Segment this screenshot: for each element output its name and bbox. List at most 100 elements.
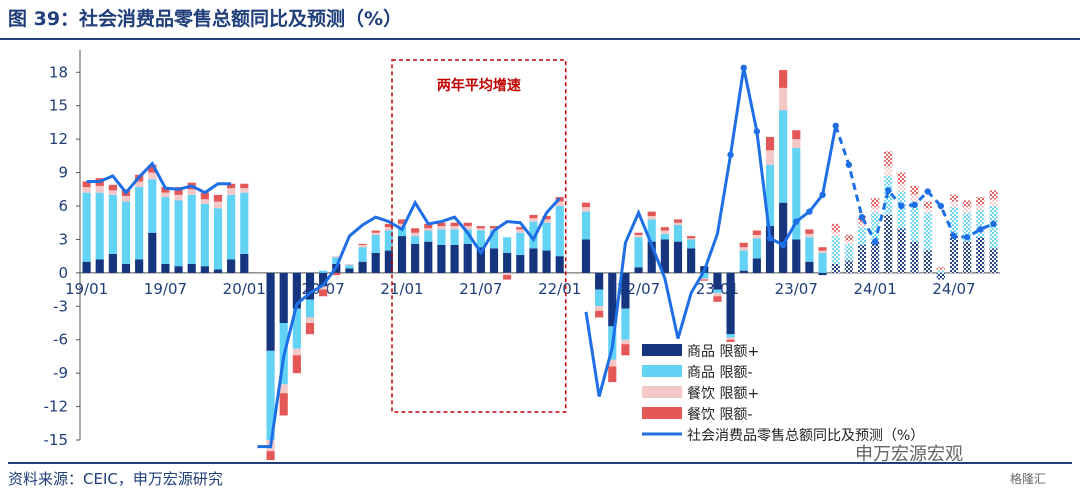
bar-goods_above bbox=[266, 272, 275, 351]
bar-goods_below bbox=[595, 289, 604, 307]
total-point bbox=[911, 201, 918, 209]
bar-catering_below bbox=[779, 70, 788, 88]
bar-goods_below bbox=[174, 200, 183, 267]
total-point bbox=[727, 151, 734, 158]
bar-catering_below bbox=[148, 164, 157, 173]
bar-goods_above bbox=[319, 272, 328, 287]
bar-goods_below bbox=[437, 229, 446, 245]
bar-catering_below bbox=[608, 366, 617, 383]
bar-catering_below bbox=[884, 151, 893, 166]
bar-goods_below bbox=[358, 247, 367, 262]
y-tick-label: 18 bbox=[49, 63, 68, 81]
bar-catering_above bbox=[371, 232, 380, 235]
bar-goods_above bbox=[844, 260, 853, 273]
bar-goods_above bbox=[555, 256, 564, 273]
bar-catering_below bbox=[371, 230, 380, 233]
bar-goods_below bbox=[936, 270, 945, 273]
bar-goods_below bbox=[397, 227, 407, 237]
bar-catering_below bbox=[213, 194, 223, 202]
total-point bbox=[990, 220, 997, 228]
bar-goods_below bbox=[450, 229, 459, 245]
bar-goods_above bbox=[542, 250, 551, 273]
bar-goods_below bbox=[910, 201, 919, 242]
bar-goods_below bbox=[121, 201, 131, 264]
bar-goods_above bbox=[450, 245, 459, 273]
bar-goods_above bbox=[489, 248, 499, 273]
bar-goods_above bbox=[187, 263, 196, 273]
bar-catering_below bbox=[949, 194, 959, 202]
bar-goods_above bbox=[397, 236, 407, 273]
bar-catering_above bbox=[529, 218, 538, 222]
bar-catering_above bbox=[135, 181, 144, 188]
bar-goods_above bbox=[292, 272, 301, 309]
bar-catering_above bbox=[437, 226, 446, 230]
chart: 1815129630-3-6-9-12-1519/0119/0720/0120/… bbox=[44, 50, 1000, 460]
bar-goods_below bbox=[634, 237, 643, 268]
bar-catering_above bbox=[319, 286, 328, 290]
bar-catering_below bbox=[161, 187, 170, 193]
bar-goods_above bbox=[213, 269, 223, 273]
bar-catering_below bbox=[687, 236, 696, 239]
bar-catering_above bbox=[595, 306, 604, 311]
bar-goods_below bbox=[411, 236, 420, 244]
bar-catering_below bbox=[384, 223, 393, 228]
bar-goods_below bbox=[621, 308, 630, 340]
bar-goods_below bbox=[752, 238, 761, 259]
bar-catering_below bbox=[305, 323, 315, 335]
bar-goods_above bbox=[345, 268, 354, 273]
bar-catering_above bbox=[397, 223, 407, 228]
bar-catering_below bbox=[923, 201, 932, 209]
bar-goods_below bbox=[792, 148, 801, 240]
bar-catering_below bbox=[503, 275, 512, 280]
bar-catering_below bbox=[411, 228, 420, 233]
bar-goods_below bbox=[292, 308, 301, 349]
bar-goods_below bbox=[857, 227, 867, 245]
total-point bbox=[898, 202, 905, 210]
bar-catering_above bbox=[779, 87, 788, 111]
bar-catering_above bbox=[739, 247, 748, 251]
x-tick-label: 23/07 bbox=[775, 280, 818, 298]
bar-catering_below bbox=[292, 355, 301, 374]
total-point bbox=[924, 188, 931, 195]
bar-catering_above bbox=[963, 207, 972, 213]
bar-catering_below bbox=[174, 187, 183, 195]
x-tick-label: 19/01 bbox=[65, 280, 108, 298]
y-tick-label: 6 bbox=[58, 197, 68, 215]
bar-goods_above bbox=[818, 272, 827, 276]
bar-goods_below bbox=[831, 236, 840, 264]
bar-catering_above bbox=[871, 207, 880, 213]
bar-catering_below bbox=[752, 230, 761, 235]
bar-catering_below bbox=[976, 197, 985, 205]
bar-goods_above bbox=[476, 247, 485, 273]
bar-catering_below bbox=[581, 202, 591, 208]
bar-goods_above bbox=[673, 241, 683, 273]
bar-catering_above bbox=[503, 272, 512, 276]
bar-goods_above bbox=[529, 248, 538, 273]
bar-goods_above bbox=[161, 263, 170, 273]
bar-catering_below bbox=[844, 234, 853, 241]
bar-catering_above bbox=[647, 216, 656, 220]
bar-catering_below bbox=[463, 222, 472, 227]
bar-goods_above bbox=[305, 272, 315, 300]
bar-goods_above bbox=[174, 266, 183, 273]
bar-goods_above bbox=[647, 241, 656, 273]
bar-catering_above bbox=[240, 188, 249, 193]
bar-goods_above bbox=[608, 272, 617, 327]
legend-label: 餐饮 限额+ bbox=[687, 386, 759, 402]
bar-catering_above bbox=[279, 384, 288, 394]
bar-goods_below bbox=[739, 250, 748, 271]
bar-goods_below bbox=[95, 192, 104, 260]
bar-goods_below bbox=[476, 230, 485, 248]
bar-goods_above bbox=[279, 272, 288, 323]
bar-catering_above bbox=[555, 201, 564, 206]
bar-catering_above bbox=[476, 228, 485, 231]
bar-catering_below bbox=[397, 219, 407, 224]
total-point bbox=[937, 202, 945, 210]
bar-catering_below bbox=[240, 183, 249, 189]
bar-catering_below bbox=[476, 226, 485, 229]
bar-goods_below bbox=[897, 191, 906, 229]
bar-catering_above bbox=[82, 187, 91, 193]
bar-goods_above bbox=[581, 239, 591, 273]
bar-catering_above bbox=[581, 207, 591, 212]
total-point bbox=[977, 226, 984, 233]
